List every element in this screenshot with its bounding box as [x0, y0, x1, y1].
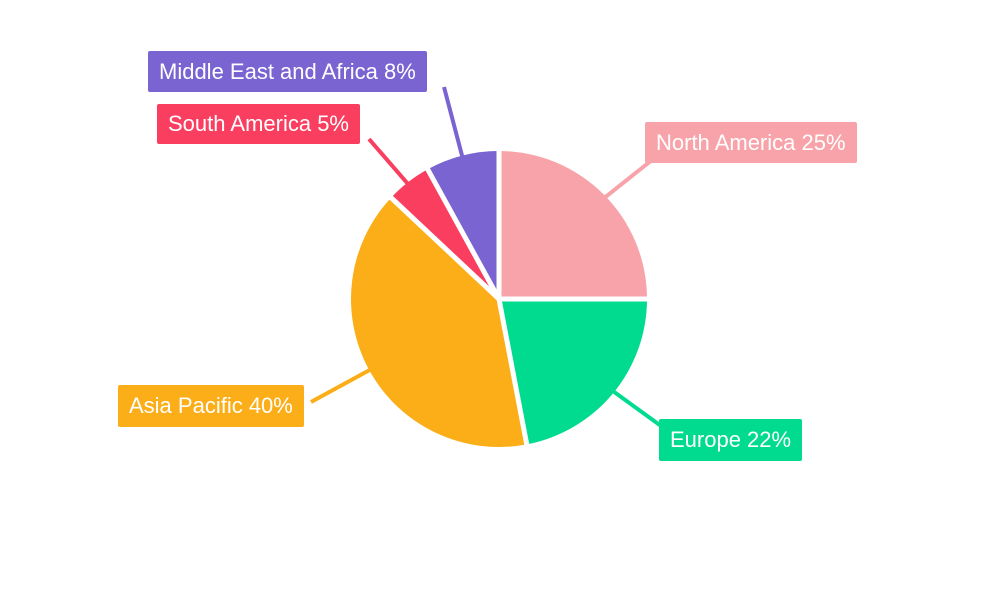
leader-line-europe	[590, 373, 670, 433]
leader-line-south-america	[367, 137, 427, 206]
slice-gap-line	[388, 195, 501, 301]
pie-slice-south-america	[391, 169, 499, 299]
slice-gap-line	[425, 167, 502, 301]
pie-slice-asia-pacific	[350, 197, 527, 448]
pie-slice-europe	[499, 299, 647, 445]
pie-slice-north-america	[499, 151, 647, 299]
leader-line-middle-east-and-africa	[442, 86, 472, 184]
leader-line-north-america	[582, 158, 654, 216]
slice-gap-line	[496, 298, 530, 446]
leader-line-asia-pacific	[310, 355, 395, 404]
